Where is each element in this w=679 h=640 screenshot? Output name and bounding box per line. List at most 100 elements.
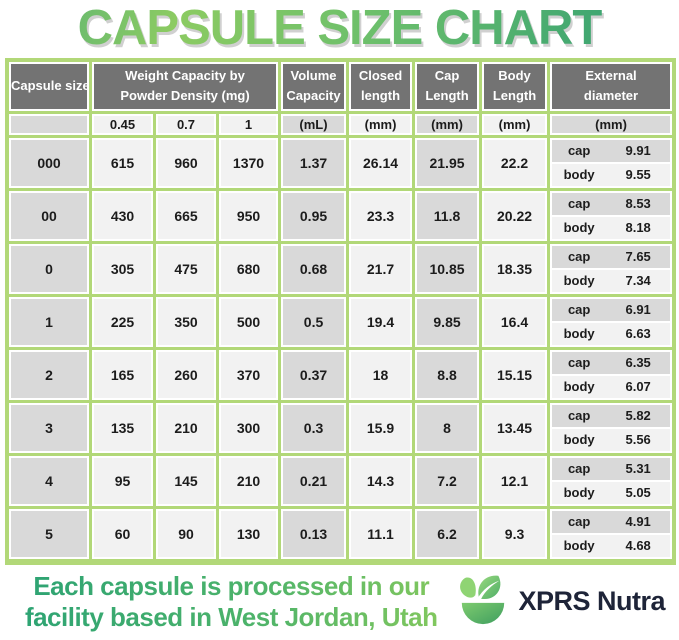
- cell-external-diameter: cap 5.82 body 5.56: [550, 402, 673, 453]
- ext-cap-value: 5.82: [625, 408, 651, 424]
- cell-body-length: 9.3: [482, 508, 548, 559]
- subheader-cap-unit: (mm): [415, 113, 480, 135]
- cell-w07: 145: [156, 455, 216, 506]
- cell-closed: 14.3: [349, 455, 413, 506]
- cell-w045: 225: [92, 296, 153, 347]
- ext-body-value: 8.18: [625, 220, 651, 236]
- cell-external-diameter: cap 7.65 body 7.34: [550, 243, 673, 294]
- cell-closed: 19.4: [349, 296, 413, 347]
- cell-w045: 135: [92, 402, 153, 453]
- cell-w1: 210: [219, 455, 279, 506]
- cell-external-diameter: cap 6.35 body 6.07: [550, 349, 673, 400]
- cell-external-diameter: cap 9.91 body 9.55: [550, 137, 673, 188]
- cell-cap-length: 8.8: [415, 349, 480, 400]
- table-row-000: 000 615 960 1370 1.37 26.14 21.95 22.2 c…: [9, 137, 673, 188]
- ext-body-value: 6.07: [625, 379, 651, 395]
- ext-body-value: 9.55: [625, 167, 651, 183]
- ext-body-value: 4.68: [625, 538, 651, 554]
- table-row-2: 2 165 260 370 0.37 18 8.8 15.15 cap 6.35 …: [9, 349, 673, 400]
- cell-w045: 60: [92, 508, 153, 559]
- ext-cap-value: 6.35: [625, 355, 651, 371]
- cell-size: 0: [9, 243, 89, 294]
- col-header-closed-length: Closed length: [349, 61, 413, 111]
- table-header-row: Capsule size Weight Capacity by Powder D…: [9, 61, 673, 111]
- cell-volume: 0.21: [281, 455, 347, 506]
- cell-cap-length: 11.8: [415, 190, 480, 241]
- cell-size: 00: [9, 190, 89, 241]
- cell-w1: 950: [219, 190, 279, 241]
- cell-size: 2: [9, 349, 89, 400]
- ext-cap-value: 5.31: [625, 461, 651, 477]
- footer-caption-line2: facility based in West Jordan, Utah: [24, 601, 438, 632]
- cell-w045: 95: [92, 455, 153, 506]
- table-row-1: 1 225 350 500 0.5 19.4 9.85 16.4 cap 6.91…: [9, 296, 673, 347]
- cell-volume: 0.68: [281, 243, 347, 294]
- cell-closed: 26.14: [349, 137, 413, 188]
- brand-name: XPRS Nutra: [518, 586, 665, 617]
- cell-cap-length: 9.85: [415, 296, 480, 347]
- cell-w07: 90: [156, 508, 216, 559]
- cell-w07: 960: [156, 137, 216, 188]
- cell-w07: 665: [156, 190, 216, 241]
- cell-body-length: 20.22: [482, 190, 548, 241]
- cell-body-length: 12.1: [482, 455, 548, 506]
- ext-body-value: 5.05: [625, 485, 651, 501]
- cell-external-diameter: cap 4.91 body 4.68: [550, 508, 673, 559]
- col-header-external-diameter: External diameter: [550, 61, 673, 111]
- ext-body-label: body: [563, 220, 595, 236]
- ext-cap-label: cap: [567, 514, 591, 530]
- subheader-volume-unit: (mL): [281, 113, 347, 135]
- cell-volume: 0.37: [281, 349, 347, 400]
- cell-cap-length: 7.2: [415, 455, 480, 506]
- col-header-cap-length: Cap Length: [415, 61, 480, 111]
- cell-body-length: 18.35: [482, 243, 548, 294]
- cell-w1: 1370: [219, 137, 279, 188]
- col-header-body-length: Body Length: [482, 61, 548, 111]
- cell-w1: 680: [219, 243, 279, 294]
- col-header-capsule-size: Capsule size: [9, 61, 89, 111]
- cell-external-diameter: cap 6.91 body 6.63: [550, 296, 673, 347]
- cell-w045: 615: [92, 137, 153, 188]
- table-row-0: 0 305 475 680 0.68 21.7 10.85 18.35 cap 7…: [9, 243, 673, 294]
- page-title: CAPSULE SIZE CHART: [0, 2, 679, 55]
- ext-body-label: body: [563, 379, 595, 395]
- cell-cap-length: 10.85: [415, 243, 480, 294]
- col-header-weight-capacity: Weight Capacity by Powder Density (mg): [92, 61, 279, 111]
- cell-closed: 18: [349, 349, 413, 400]
- cell-volume: 0.5: [281, 296, 347, 347]
- cell-volume: 1.37: [281, 137, 347, 188]
- col-header-volume-capacity: Volume Capacity: [281, 61, 347, 111]
- footer-caption-line1: Each capsule is processed in our: [33, 570, 430, 601]
- cell-closed: 15.9: [349, 402, 413, 453]
- cell-body-length: 13.45: [482, 402, 548, 453]
- ext-body-value: 6.63: [625, 326, 651, 342]
- cell-closed: 23.3: [349, 190, 413, 241]
- ext-body-label: body: [563, 167, 595, 183]
- subheader-density-045: 0.45: [92, 113, 153, 135]
- ext-cap-value: 4.91: [625, 514, 651, 530]
- subheader-external-unit: (mm): [550, 113, 673, 135]
- ext-cap-label: cap: [567, 249, 591, 265]
- cell-size: 5: [9, 508, 89, 559]
- cell-body-length: 15.15: [482, 349, 548, 400]
- cell-w07: 475: [156, 243, 216, 294]
- table-row-3: 3 135 210 300 0.3 15.9 8 13.45 cap 5.82 b…: [9, 402, 673, 453]
- footer-caption: Each capsule is processed in our facilit…: [8, 571, 454, 632]
- cell-w07: 350: [156, 296, 216, 347]
- cell-w045: 430: [92, 190, 153, 241]
- cell-cap-length: 21.95: [415, 137, 480, 188]
- ext-cap-label: cap: [567, 408, 591, 424]
- cell-w1: 370: [219, 349, 279, 400]
- subheader-density-07: 0.7: [156, 113, 216, 135]
- table-subheader-row: 0.45 0.7 1 (mL) (mm) (mm) (mm) (mm): [9, 113, 673, 135]
- cell-w045: 165: [92, 349, 153, 400]
- cell-cap-length: 8: [415, 402, 480, 453]
- ext-cap-label: cap: [567, 143, 591, 159]
- subheader-empty: [9, 113, 89, 135]
- subheader-body-unit: (mm): [482, 113, 548, 135]
- cell-volume: 0.13: [281, 508, 347, 559]
- ext-body-label: body: [563, 485, 595, 501]
- ext-cap-label: cap: [567, 461, 591, 477]
- subheader-closed-unit: (mm): [349, 113, 413, 135]
